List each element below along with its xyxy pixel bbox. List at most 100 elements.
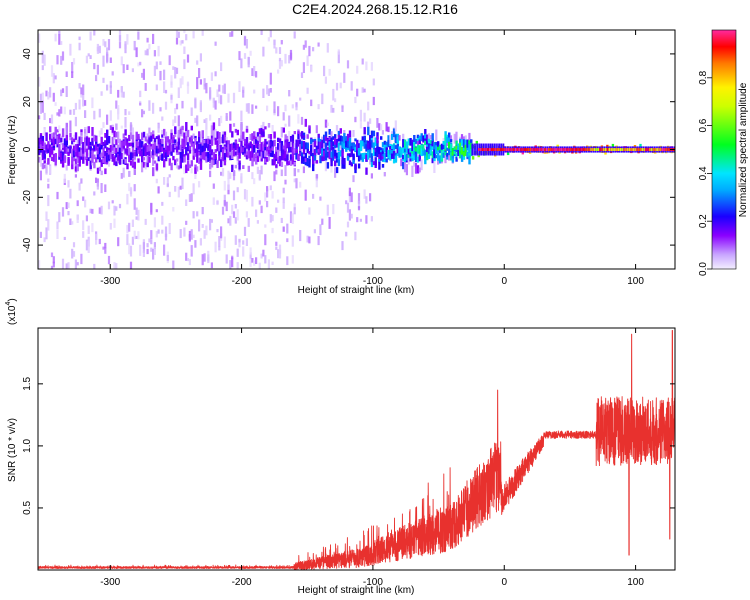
spectrogram-cell — [205, 156, 208, 163]
spectrogram-cell — [266, 151, 269, 156]
spectrogram-cell — [372, 161, 376, 166]
spectrogram-cell — [356, 88, 359, 97]
spectrogram-cell — [113, 144, 116, 150]
spectrogram-cell — [52, 73, 55, 84]
spectrogram-cell — [74, 166, 78, 172]
spectrogram-cell — [164, 101, 168, 110]
spectrogram-cell — [357, 143, 361, 148]
spectrogram-cell — [387, 140, 390, 148]
spectrogram-cell — [107, 39, 111, 51]
spectrogram-cell — [289, 146, 293, 153]
snr-xlabel: Height of straight line (km) — [298, 585, 415, 596]
spectrogram-cell — [87, 144, 90, 150]
spectrogram-cell — [232, 190, 236, 201]
spectrogram-cell — [575, 148, 577, 151]
spectrogram-cell — [91, 97, 94, 109]
spectrogram-cell — [413, 146, 416, 150]
spectrogram-cell — [179, 151, 182, 160]
spectrogram-cell — [455, 140, 458, 148]
spectrogram-cell — [440, 143, 444, 150]
spectrogram-cell — [141, 109, 144, 118]
spectrogram-cell — [407, 148, 410, 155]
spectrogram-cell — [444, 151, 447, 156]
spectrogram-cell — [300, 155, 304, 164]
spectrogram-cell — [308, 207, 311, 215]
spectrogram-cell — [310, 65, 313, 73]
spectrogram-cell — [291, 255, 294, 264]
spectrogram-cell — [253, 132, 256, 139]
spectrogram-cell — [113, 218, 116, 228]
spectrogram-cell — [122, 155, 125, 160]
spectrogram-cell — [128, 134, 131, 141]
spectrogram-cell — [175, 151, 179, 155]
spectrogram-cell — [232, 123, 236, 127]
spectrogram-cell — [168, 174, 171, 178]
spectrogram-cell — [126, 234, 129, 246]
spectrogram-cell — [505, 148, 508, 151]
spectrogram-cell — [332, 204, 335, 215]
spectrogram-cell — [58, 143, 61, 151]
spectrogram-cell — [209, 218, 212, 231]
spectrogram-cell — [223, 194, 226, 205]
spectrogram-cell — [231, 164, 234, 172]
spectrogram-cell — [80, 129, 83, 133]
spectrogram-cell — [418, 167, 421, 173]
spectrogram-cell — [560, 148, 563, 151]
spectrogram-cell — [177, 151, 181, 155]
spectrogram-cell — [221, 134, 225, 144]
spectrogram-cell — [45, 90, 48, 97]
spectrogram-cell — [181, 138, 184, 148]
spectrogram-cell — [457, 150, 460, 156]
spectrogram-cell — [74, 132, 78, 140]
spectrogram-cell — [521, 150, 524, 155]
spectrogram-cell — [179, 128, 182, 135]
spectrogram-cell — [141, 160, 144, 173]
spectrogram-cell — [41, 140, 45, 146]
spectrogram-cell — [256, 140, 260, 148]
spectrogram-cell — [196, 151, 199, 155]
spectrogram-cell — [229, 111, 232, 121]
spectrogram-cell — [58, 133, 61, 140]
spectrogram-cell — [61, 128, 65, 138]
spectrogram-cell — [50, 138, 54, 143]
spectrogram-cell — [291, 104, 294, 109]
spectrogram-cell — [45, 227, 48, 240]
spectrogram-cell — [229, 215, 232, 226]
spectrogram-cell — [179, 185, 182, 190]
spectrogram-cell — [297, 139, 300, 147]
spectrogram-cell — [98, 238, 101, 245]
spectrogram-cell — [161, 229, 164, 234]
spectrogram-cell — [615, 148, 618, 151]
spectrogram-cell — [218, 84, 221, 92]
spectrogram-cell — [54, 33, 57, 42]
spectrogram-cell — [346, 60, 350, 69]
spectrogram-cell — [427, 138, 431, 143]
spectrogram-cell — [126, 141, 129, 149]
spectrogram-cell — [330, 163, 333, 173]
spectrogram-cell — [196, 166, 199, 172]
spectrogram-cell — [280, 127, 283, 138]
spectrogram-cell — [210, 262, 213, 269]
spectrogram-cell — [416, 144, 420, 153]
spectrogram-cell — [220, 144, 223, 150]
spectrogram-cell — [142, 157, 146, 161]
spectrogram-cell — [137, 141, 140, 150]
spectrogram-cell — [199, 102, 202, 110]
spectrogram-cell — [280, 143, 284, 153]
spectrogram-cell — [324, 149, 328, 154]
spectrogram-cell — [494, 153, 497, 157]
spectrogram-cell — [255, 143, 258, 149]
spectrogram-cell — [260, 142, 263, 152]
spectrogram-cell — [179, 229, 182, 239]
spectrogram-cell — [451, 154, 455, 159]
spectrogram-cell — [312, 143, 315, 155]
spectrogram-cell — [186, 258, 190, 262]
spectrogram-cell — [146, 149, 149, 156]
spectrogram-cell — [563, 146, 565, 153]
spectrogram-cell — [317, 133, 320, 138]
spectrogram-cell — [455, 145, 458, 150]
spectrogram-cell — [144, 161, 147, 167]
spectrogram-cell — [240, 140, 243, 148]
spectrogram-cell — [126, 193, 129, 205]
spectrogram-cell — [179, 144, 182, 151]
